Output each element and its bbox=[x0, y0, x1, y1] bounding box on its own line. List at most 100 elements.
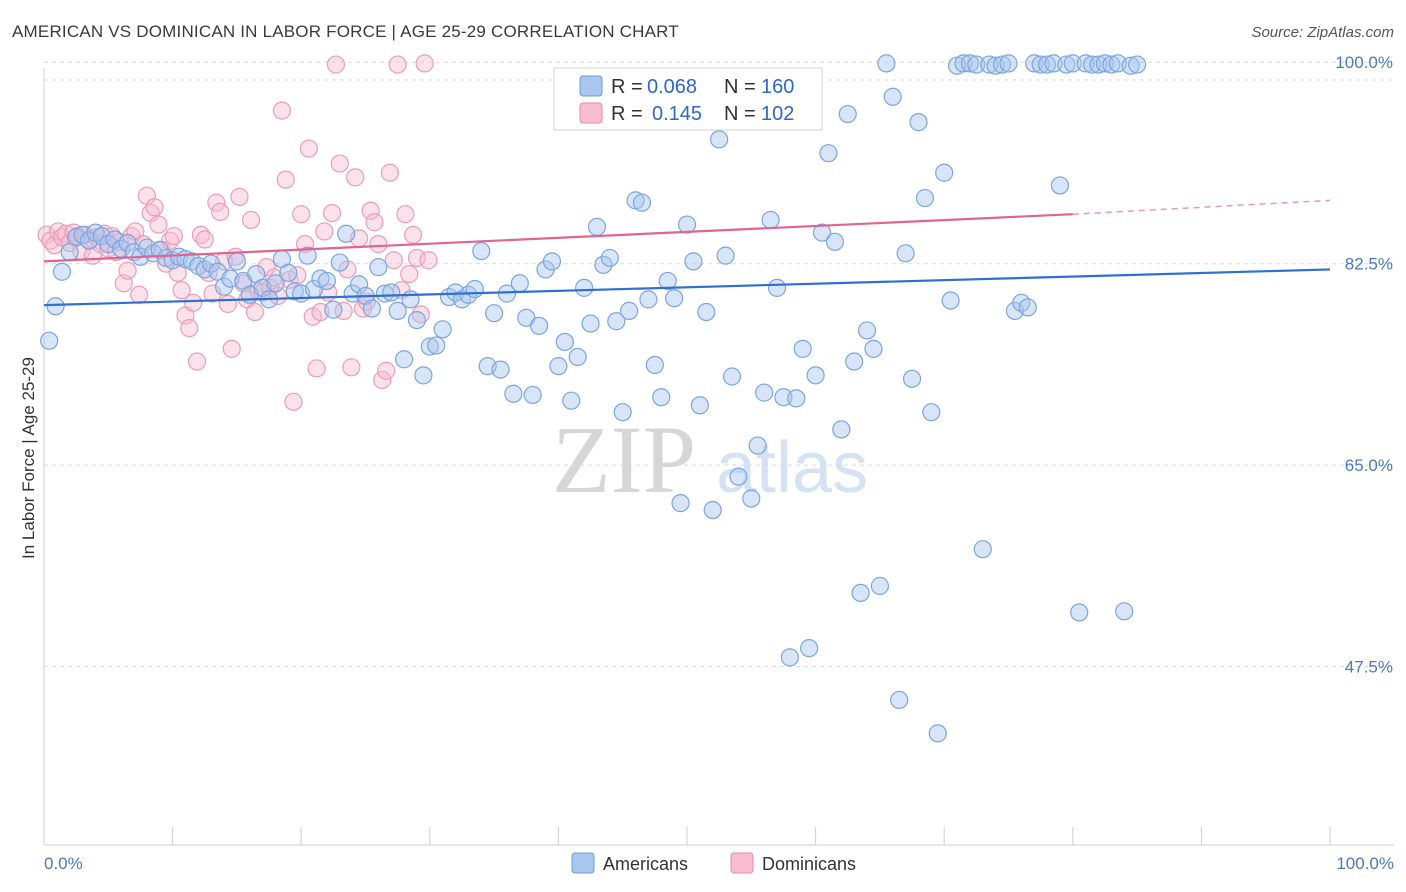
american-point bbox=[394, 350, 414, 369]
x-tick-label-min: 0.0% bbox=[44, 854, 83, 873]
dominican-point bbox=[172, 281, 191, 300]
dominican-point bbox=[403, 225, 423, 245]
american-point bbox=[510, 274, 529, 293]
american-point bbox=[613, 403, 632, 422]
dominican-point bbox=[272, 101, 292, 120]
american-point bbox=[1050, 176, 1070, 195]
american-point bbox=[620, 301, 639, 320]
stats-legend-n-value-americans: 160 bbox=[761, 76, 794, 98]
dominican-point bbox=[376, 361, 396, 380]
american-point bbox=[716, 246, 735, 265]
american-point bbox=[793, 339, 812, 358]
dominican-point bbox=[118, 261, 137, 280]
dominican-point bbox=[241, 210, 261, 230]
american-point bbox=[915, 188, 935, 208]
american-point bbox=[182, 252, 201, 271]
dominican-point bbox=[396, 205, 415, 224]
american-point bbox=[639, 290, 658, 309]
american-point bbox=[581, 314, 600, 333]
y-tick-label: 82.5% bbox=[1345, 255, 1393, 274]
american-point bbox=[330, 253, 349, 272]
dominican-point bbox=[361, 201, 380, 220]
american-point bbox=[652, 388, 671, 407]
american-point bbox=[902, 369, 922, 388]
american-point bbox=[401, 290, 420, 309]
american-point bbox=[362, 299, 382, 318]
american-point bbox=[375, 284, 394, 303]
dominican-point bbox=[400, 264, 419, 284]
american-point bbox=[883, 87, 902, 106]
american-point bbox=[697, 302, 716, 322]
dominican-point bbox=[415, 54, 434, 73]
american-point bbox=[774, 388, 793, 407]
american-point bbox=[780, 648, 799, 667]
y-tick-labels: 100.0% 82.5% 65.0% 47.5% bbox=[1335, 53, 1393, 676]
dominican-point bbox=[184, 293, 203, 312]
american-point bbox=[549, 357, 568, 376]
american-point bbox=[1095, 54, 1115, 73]
stats-legend-n-label-dominicans: N = bbox=[724, 103, 756, 125]
dominican-point bbox=[130, 285, 149, 304]
american-point bbox=[530, 316, 549, 335]
dominican-point bbox=[203, 284, 222, 303]
american-point bbox=[1089, 55, 1108, 74]
american-point bbox=[690, 396, 709, 415]
american-point bbox=[922, 403, 941, 422]
american-point bbox=[684, 252, 703, 271]
dominican-point bbox=[384, 251, 403, 270]
american-point bbox=[954, 54, 973, 73]
american-point bbox=[1037, 55, 1057, 74]
legend-label-americans: Americans bbox=[603, 854, 688, 874]
stats-legend-swatch-americans bbox=[579, 75, 603, 97]
american-point bbox=[722, 367, 742, 386]
watermark-atlas: atlas bbox=[716, 428, 868, 508]
dominican-point bbox=[315, 222, 334, 241]
american-point bbox=[825, 232, 844, 251]
american-point bbox=[928, 724, 947, 743]
american-point bbox=[414, 366, 433, 385]
american-point bbox=[800, 639, 819, 658]
american-point bbox=[1018, 298, 1037, 317]
dominican-point bbox=[338, 260, 357, 279]
stats-legend-r-label-dominicans: R = bbox=[611, 103, 643, 125]
american-point bbox=[1102, 55, 1121, 74]
dominican-point bbox=[330, 154, 349, 173]
american-point bbox=[999, 54, 1018, 73]
watermark-zip: ZIP bbox=[552, 406, 696, 513]
american-point bbox=[703, 500, 722, 520]
dominican-point bbox=[365, 213, 384, 232]
american-point bbox=[600, 248, 619, 268]
dominican-point bbox=[322, 203, 342, 223]
chart-title: AMERICAN VS DOMINICAN IN LABOR FORCE | A… bbox=[12, 22, 679, 41]
y-axis-title: In Labor Force | Age 25-29 bbox=[19, 357, 38, 559]
x-tick-label-max: 100.0% bbox=[1336, 854, 1394, 873]
american-point bbox=[658, 271, 677, 291]
stats-legend-r-value-americans: 0.068 bbox=[647, 76, 697, 98]
american-point bbox=[832, 420, 851, 439]
american-point bbox=[542, 252, 562, 271]
american-point bbox=[118, 233, 137, 253]
dominican-point bbox=[218, 294, 237, 314]
dominican-point bbox=[265, 268, 284, 287]
american-point bbox=[1044, 54, 1063, 73]
american-point bbox=[935, 163, 954, 182]
american-point bbox=[607, 312, 626, 331]
american-point bbox=[851, 583, 870, 603]
dominican-point bbox=[164, 226, 183, 246]
american-point bbox=[960, 54, 980, 73]
dominican-point bbox=[230, 187, 249, 207]
american-point bbox=[46, 297, 65, 316]
dominican-point bbox=[388, 55, 407, 74]
american-point bbox=[1012, 293, 1031, 312]
american-point bbox=[729, 467, 748, 486]
axes bbox=[43, 68, 1394, 846]
american-point bbox=[845, 352, 864, 371]
american-point bbox=[1063, 54, 1082, 73]
american-point bbox=[349, 275, 369, 294]
dominican-point bbox=[245, 302, 265, 322]
american-point bbox=[632, 193, 652, 212]
american-point bbox=[1070, 603, 1089, 622]
dominican-point bbox=[149, 215, 168, 234]
dominicans-trend-extension bbox=[1072, 199, 1331, 215]
series-legend: Americans Dominicans bbox=[571, 852, 856, 874]
